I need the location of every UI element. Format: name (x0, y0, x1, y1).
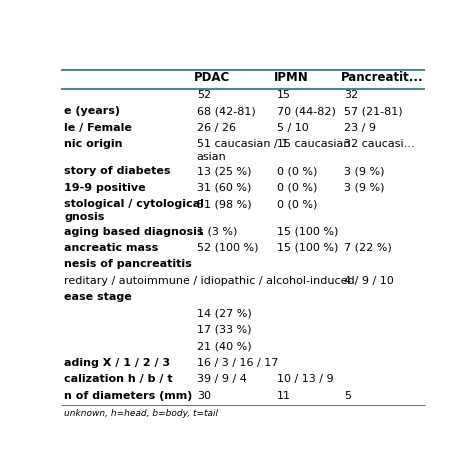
Text: ancreatic mass: ancreatic mass (64, 243, 158, 253)
Text: 31 (60 %): 31 (60 %) (197, 183, 251, 193)
Text: 51 (98 %): 51 (98 %) (197, 199, 251, 209)
Text: 5 / 10: 5 / 10 (277, 123, 309, 133)
Text: 52: 52 (197, 90, 211, 100)
Text: story of diabetes: story of diabetes (64, 166, 171, 176)
Text: 3 (9 %): 3 (9 %) (344, 166, 384, 176)
Text: 17 (33 %): 17 (33 %) (197, 325, 251, 335)
Text: 0 (0 %): 0 (0 %) (277, 166, 317, 176)
Text: 16 / 3 / 16 / 17: 16 / 3 / 16 / 17 (197, 358, 278, 368)
Text: 15 caucasian: 15 caucasian (277, 139, 350, 149)
Text: 21 (40 %): 21 (40 %) (197, 341, 251, 351)
Text: PDAC: PDAC (194, 71, 230, 84)
Text: 57 (21-81): 57 (21-81) (344, 106, 403, 117)
Text: Pancreatit...: Pancreatit... (341, 71, 424, 84)
Text: 0 (0 %): 0 (0 %) (277, 183, 317, 193)
Text: e (years): e (years) (64, 106, 120, 117)
Text: 15: 15 (277, 90, 291, 100)
Text: 23 / 9: 23 / 9 (344, 123, 376, 133)
Text: 32 caucasi...: 32 caucasi... (344, 139, 415, 149)
Text: 10 / 13 / 9: 10 / 13 / 9 (277, 374, 333, 384)
Text: 30: 30 (197, 391, 211, 401)
Text: calization h / b / t: calization h / b / t (64, 374, 173, 384)
Text: nic origin: nic origin (64, 139, 122, 149)
Text: IPMN: IPMN (274, 71, 309, 84)
Text: 11: 11 (277, 391, 291, 401)
Text: 13 (25 %): 13 (25 %) (197, 166, 251, 176)
Text: 32: 32 (344, 90, 358, 100)
Text: 70 (44-82): 70 (44-82) (277, 106, 336, 117)
Text: aging based diagnosis: aging based diagnosis (64, 227, 203, 237)
Text: nesis of pancreatitis: nesis of pancreatitis (64, 259, 192, 269)
Text: reditary / autoimmune / idiopathic / alcohol-induced: reditary / autoimmune / idiopathic / alc… (64, 276, 355, 286)
Text: 15 (100 %): 15 (100 %) (277, 227, 338, 237)
Text: 68 (42-81): 68 (42-81) (197, 106, 255, 117)
Text: 39 / 9 / 4: 39 / 9 / 4 (197, 374, 246, 384)
Text: 5: 5 (344, 391, 351, 401)
Text: 19-9 positive: 19-9 positive (64, 183, 146, 193)
Text: ease stage: ease stage (64, 292, 132, 302)
Text: n of diameters (mm): n of diameters (mm) (64, 391, 192, 401)
Text: 1 (3 %): 1 (3 %) (197, 227, 237, 237)
Text: 14 (27 %): 14 (27 %) (197, 309, 252, 319)
Text: unknown, h=head, b=body, t=tail: unknown, h=head, b=body, t=tail (64, 409, 218, 418)
Text: ading X / 1 / 2 / 3: ading X / 1 / 2 / 3 (64, 358, 170, 368)
Text: 15 (100 %): 15 (100 %) (277, 243, 338, 253)
Text: le / Female: le / Female (64, 123, 132, 133)
Text: 4 / 9 / 10: 4 / 9 / 10 (344, 276, 394, 286)
Text: 3 (9 %): 3 (9 %) (344, 183, 384, 193)
Text: 7 (22 %): 7 (22 %) (344, 243, 392, 253)
Text: 52 (100 %): 52 (100 %) (197, 243, 258, 253)
Text: 51 caucasian / 1
asian: 51 caucasian / 1 asian (197, 139, 288, 162)
Text: 26 / 26: 26 / 26 (197, 123, 236, 133)
Text: stological / cytological
gnosis: stological / cytological gnosis (64, 199, 204, 222)
Text: 0 (0 %): 0 (0 %) (277, 199, 317, 209)
